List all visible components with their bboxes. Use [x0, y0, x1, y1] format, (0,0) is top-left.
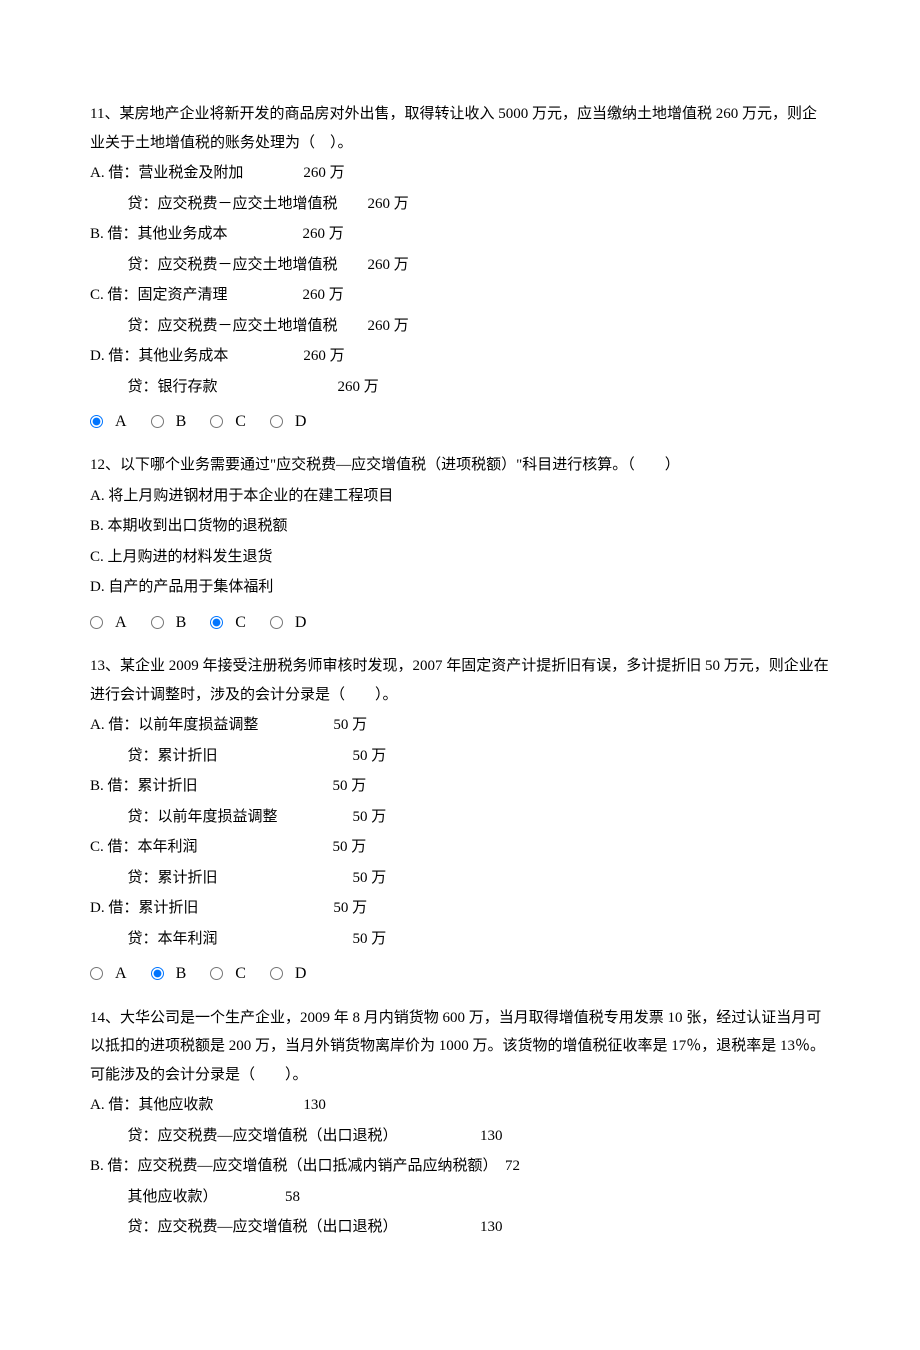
- q12-stem: 12、以下哪个业务需要通过"应交税费—应交增值税（进项税额）"科目进行核算。（ …: [90, 451, 830, 480]
- q13-opt-a-line1: A. 借：以前年度损益调整 50 万: [90, 711, 830, 740]
- question-11: 11、某房地产企业将新开发的商品房对外出售，取得转让收入 5000 万元，应当缴…: [90, 100, 830, 437]
- q13-radio-b[interactable]: B: [151, 959, 187, 989]
- q11-radio-a-label: A: [115, 407, 127, 437]
- q11-stem: 11、某房地产企业将新开发的商品房对外出售，取得转让收入 5000 万元，应当缴…: [90, 100, 830, 157]
- q11-radio-d[interactable]: D: [270, 407, 307, 437]
- q12-radio-a-input[interactable]: [90, 616, 103, 629]
- q12-opt-b: B. 本期收到出口货物的退税额: [90, 512, 830, 541]
- q11-radio-b[interactable]: B: [151, 407, 187, 437]
- question-13: 13、某企业 2009 年接受注册税务师审核时发现，2007 年固定资产计提折旧…: [90, 652, 830, 989]
- q13-radio-a-input[interactable]: [90, 967, 103, 980]
- q11-radio-b-label: B: [176, 407, 187, 437]
- q11-radio-c-input[interactable]: [210, 415, 223, 428]
- q13-radio-b-input[interactable]: [151, 967, 164, 980]
- q14-opt-b-line3: 贷：应交税费—应交增值税（出口退税） 130: [90, 1213, 830, 1242]
- q14-opt-b-line2: 其他应收款） 58: [90, 1183, 830, 1212]
- q13-radio-c-label: C: [235, 959, 246, 989]
- q14-opt-a-line2: 贷：应交税费—应交增值税（出口退税） 130: [90, 1122, 830, 1151]
- q11-opt-b-line1: B. 借：其他业务成本 260 万: [90, 220, 830, 249]
- q12-radio-group: A B C D: [90, 608, 830, 638]
- q11-radio-a-input[interactable]: [90, 415, 103, 428]
- q11-opt-a-line2: 贷：应交税费－应交土地增值税 260 万: [90, 190, 830, 219]
- q13-opt-c-line1: C. 借：本年利润 50 万: [90, 833, 830, 862]
- q11-radio-d-input[interactable]: [270, 415, 283, 428]
- q13-opt-a-line2: 贷：累计折旧 50 万: [90, 742, 830, 771]
- q13-opt-b-line2: 贷：以前年度损益调整 50 万: [90, 803, 830, 832]
- q11-opt-c-line2: 贷：应交税费－应交土地增值税 260 万: [90, 312, 830, 341]
- q12-radio-c-label: C: [235, 608, 246, 638]
- q12-radio-d-label: D: [295, 608, 307, 638]
- q13-radio-a[interactable]: A: [90, 959, 127, 989]
- q11-radio-c[interactable]: C: [210, 407, 246, 437]
- q12-radio-b-input[interactable]: [151, 616, 164, 629]
- q13-radio-group: A B C D: [90, 959, 830, 989]
- q13-radio-d-label: D: [295, 959, 307, 989]
- q11-radio-c-label: C: [235, 407, 246, 437]
- q11-radio-b-input[interactable]: [151, 415, 164, 428]
- q13-opt-c-line2: 贷：累计折旧 50 万: [90, 864, 830, 893]
- q12-radio-a[interactable]: A: [90, 608, 127, 638]
- q13-radio-c-input[interactable]: [210, 967, 223, 980]
- q13-radio-d[interactable]: D: [270, 959, 307, 989]
- q13-radio-c[interactable]: C: [210, 959, 246, 989]
- q13-radio-a-label: A: [115, 959, 127, 989]
- q11-radio-group: A B C D: [90, 407, 830, 437]
- q12-radio-c-input[interactable]: [210, 616, 223, 629]
- q12-opt-c: C. 上月购进的材料发生退货: [90, 543, 830, 572]
- q11-opt-a-line1: A. 借：营业税金及附加 260 万: [90, 159, 830, 188]
- q12-radio-d-input[interactable]: [270, 616, 283, 629]
- q13-radio-d-input[interactable]: [270, 967, 283, 980]
- q13-opt-d-line2: 贷：本年利润 50 万: [90, 925, 830, 954]
- q14-stem: 14、大华公司是一个生产企业，2009 年 8 月内销货物 600 万，当月取得…: [90, 1004, 830, 1090]
- q12-radio-c[interactable]: C: [210, 608, 246, 638]
- q12-radio-d[interactable]: D: [270, 608, 307, 638]
- q14-opt-a-line1: A. 借：其他应收款 130: [90, 1091, 830, 1120]
- q13-stem: 13、某企业 2009 年接受注册税务师审核时发现，2007 年固定资产计提折旧…: [90, 652, 830, 709]
- question-14: 14、大华公司是一个生产企业，2009 年 8 月内销货物 600 万，当月取得…: [90, 1004, 830, 1242]
- q13-opt-b-line1: B. 借：累计折旧 50 万: [90, 772, 830, 801]
- q11-opt-d-line1: D. 借：其他业务成本 260 万: [90, 342, 830, 371]
- q11-radio-d-label: D: [295, 407, 307, 437]
- q11-opt-b-line2: 贷：应交税费－应交土地增值税 260 万: [90, 251, 830, 280]
- q12-radio-b[interactable]: B: [151, 608, 187, 638]
- q13-opt-d-line1: D. 借：累计折旧 50 万: [90, 894, 830, 923]
- q12-opt-a: A. 将上月购进钢材用于本企业的在建工程项目: [90, 482, 830, 511]
- q14-opt-b-line1: B. 借：应交税费—应交增值税（出口抵减内销产品应纳税额） 72: [90, 1152, 830, 1181]
- q11-radio-a[interactable]: A: [90, 407, 127, 437]
- question-12: 12、以下哪个业务需要通过"应交税费—应交增值税（进项税额）"科目进行核算。（ …: [90, 451, 830, 638]
- q12-radio-b-label: B: [176, 608, 187, 638]
- q11-opt-d-line2: 贷：银行存款 260 万: [90, 373, 830, 402]
- q11-opt-c-line1: C. 借：固定资产清理 260 万: [90, 281, 830, 310]
- q12-opt-d: D. 自产的产品用于集体福利: [90, 573, 830, 602]
- q12-radio-a-label: A: [115, 608, 127, 638]
- q13-radio-b-label: B: [176, 959, 187, 989]
